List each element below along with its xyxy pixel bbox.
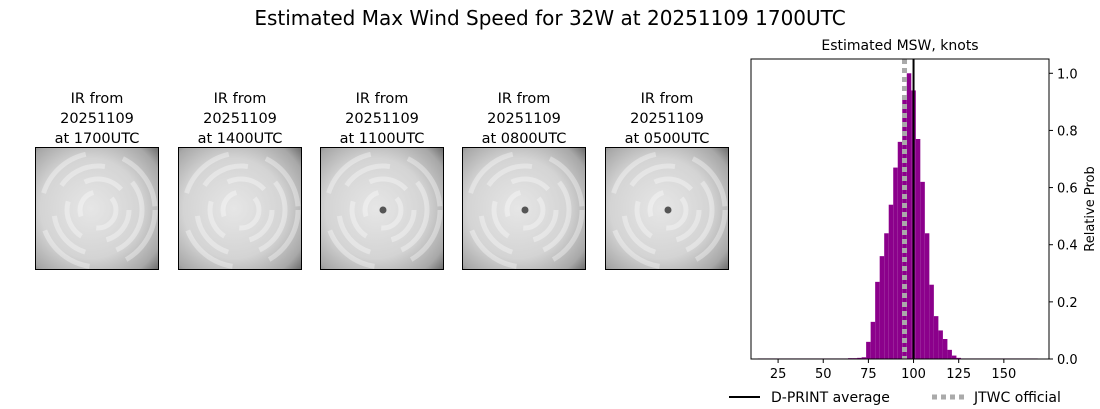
x-tick-label: 75 — [860, 367, 877, 382]
ir-image-label: IR from 20251109 at 0500UTC — [597, 89, 737, 149]
histogram-bar — [915, 139, 921, 359]
y-axis-label: Relative Prob — [1083, 166, 1098, 251]
histogram-bar — [902, 96, 907, 360]
storm-eye — [521, 206, 529, 214]
histogram-bar — [870, 321, 876, 359]
ir-label-line3: at 1700UTC — [54, 131, 140, 147]
histogram-bar — [942, 339, 948, 359]
histogram-bar — [938, 330, 943, 359]
ir-label-line2: 20251109 — [487, 111, 561, 127]
y-tick-label: 1.0 — [1057, 67, 1078, 82]
histogram-bar — [920, 181, 925, 359]
histogram-bar — [875, 281, 880, 359]
x-tick-label: 150 — [991, 367, 1016, 382]
histogram-bar — [951, 355, 957, 359]
ir-label-line1: IR from — [213, 91, 267, 107]
ir-label-line1: IR from — [70, 91, 124, 107]
legend-label-jtwc: JTWC official — [973, 390, 1061, 406]
ir-label-line2: 20251109 — [345, 111, 419, 127]
ir-image-label: IR from 20251109 at 1400UTC — [170, 89, 310, 149]
ir-satellite-image — [35, 147, 159, 270]
histogram-bar — [866, 341, 871, 359]
ir-label-line3: at 0800UTC — [481, 131, 567, 147]
y-tick-label: 0.2 — [1057, 296, 1078, 311]
y-tick-label: 0.8 — [1057, 124, 1078, 139]
x-tick-label: 25 — [770, 367, 787, 382]
ir-label-line1: IR from — [497, 91, 551, 107]
chart-title: Estimated MSW, knots — [821, 38, 978, 54]
ir-image-label: IR from 20251109 at 1100UTC — [312, 89, 452, 149]
ir-label-line2: 20251109 — [630, 111, 704, 127]
storm-eye — [379, 206, 387, 214]
histogram-bar — [929, 284, 934, 359]
histogram-bar — [906, 73, 912, 360]
histogram-bar — [861, 357, 867, 359]
histogram-bar — [893, 167, 898, 359]
ir-satellite-image — [605, 147, 729, 270]
legend-label-dprint: D-PRINT average — [771, 390, 890, 406]
ir-satellite-image — [320, 147, 444, 270]
y-tick-label: 0.0 — [1057, 353, 1078, 368]
ir-label-line1: IR from — [640, 91, 694, 107]
histogram-bar — [879, 256, 885, 359]
y-tick-label: 0.6 — [1057, 182, 1078, 197]
plot-frame — [750, 58, 1050, 360]
ir-satellite-image — [462, 147, 586, 270]
histogram-bar — [884, 233, 889, 359]
ir-label-line2: 20251109 — [203, 111, 277, 127]
histogram-bar — [933, 316, 939, 359]
ir-label-line2: 20251109 — [60, 111, 134, 127]
histogram-bar — [947, 349, 952, 359]
y-tick-label: 0.4 — [1057, 239, 1078, 254]
ir-image-label: IR from 20251109 at 0800UTC — [454, 89, 594, 149]
storm-eye — [664, 206, 672, 214]
page-title: Estimated Max Wind Speed for 32W at 2025… — [254, 6, 846, 30]
ir-label-line3: at 0500UTC — [624, 131, 710, 147]
ir-label-line3: at 1400UTC — [197, 131, 283, 147]
ir-label-line1: IR from — [355, 91, 409, 107]
histogram-bar — [897, 141, 903, 359]
histogram-bar — [857, 357, 862, 359]
x-tick-label: 100 — [901, 367, 926, 382]
x-tick-label: 125 — [946, 367, 971, 382]
x-tick-label: 50 — [815, 367, 832, 382]
histogram-bar — [888, 204, 894, 359]
ir-satellite-image — [178, 147, 302, 270]
ir-image-label: IR from 20251109 at 1700UTC — [27, 89, 167, 149]
histogram-bar — [924, 233, 930, 359]
ir-label-line3: at 1100UTC — [339, 131, 425, 147]
histogram-bar — [956, 357, 961, 359]
